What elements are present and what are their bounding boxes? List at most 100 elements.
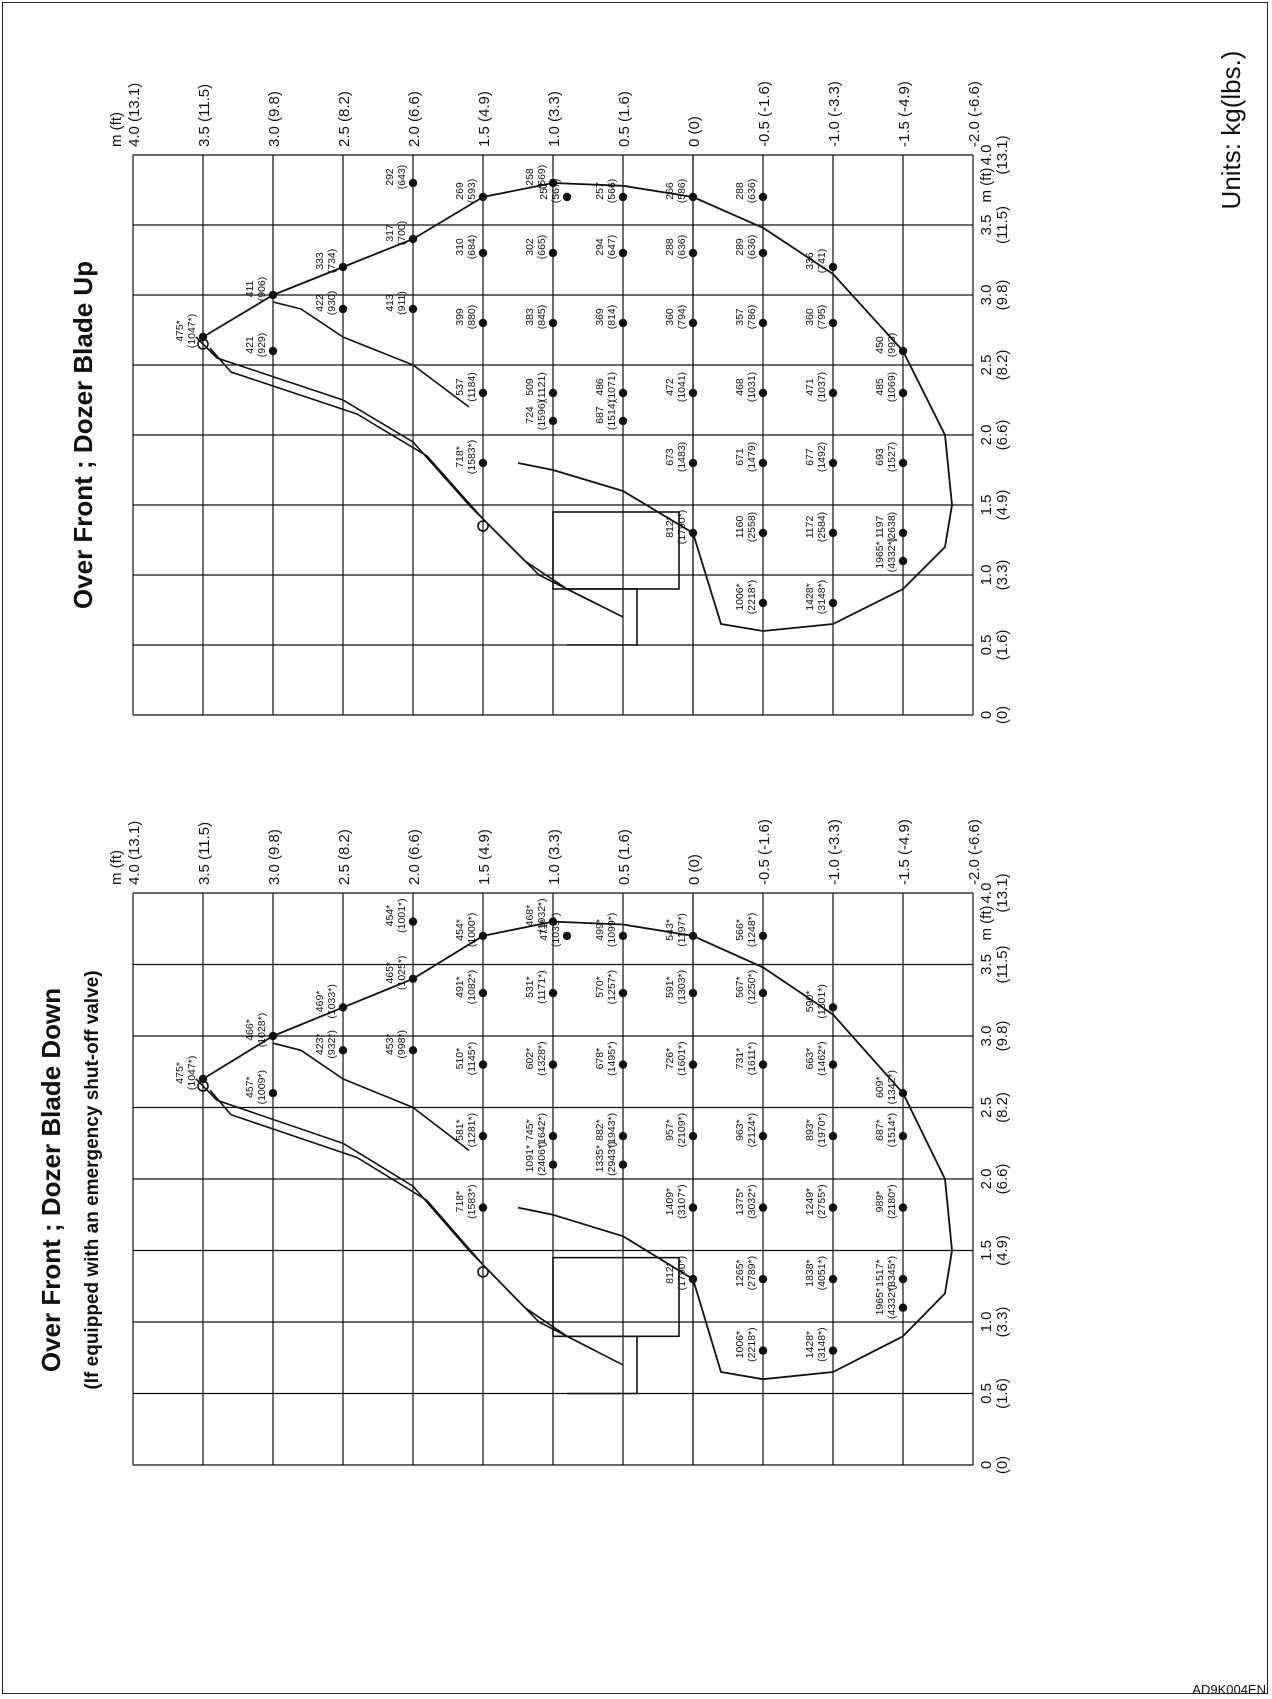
- load-value-kg: 718*: [454, 446, 466, 468]
- load-point-label: 454* (1001*): [384, 898, 408, 932]
- load-value-lbs: (643): [396, 165, 408, 190]
- load-point: [758, 598, 768, 608]
- inner-reach-curve: [272, 1042, 470, 1152]
- load-value-lbs: (2789*): [746, 1256, 758, 1290]
- height-tick: -1.0 (-3.3): [826, 81, 843, 147]
- height-tick-label: 2.5 (8.2): [336, 91, 353, 147]
- load-value-lbs: (1483): [676, 442, 688, 472]
- radius-tick-ft: (8.2): [994, 350, 1011, 381]
- load-point-label: 1265* (2789*): [734, 1256, 758, 1290]
- load-point-label: 609* (1342*): [874, 1070, 898, 1104]
- height-tick-label: 4.0 (13.1): [126, 821, 143, 885]
- load-point-label: 257 (566): [594, 179, 618, 204]
- load-point-label: 537 (1184): [454, 372, 478, 402]
- load-point-label: 590* (1301*): [804, 984, 828, 1018]
- height-tick: -1.5 (-4.9): [896, 819, 913, 885]
- load-point: [898, 1303, 908, 1312]
- load-value-kg: 454*: [384, 905, 396, 927]
- load-value-kg: 369: [594, 308, 606, 326]
- load-point: [618, 988, 628, 998]
- load-point: [408, 304, 418, 314]
- height-tick-label: 3.0 (9.8): [266, 91, 283, 147]
- load-value-kg: 333: [314, 252, 326, 270]
- load-value-kg: 590*: [804, 991, 816, 1013]
- radius-tick-ft: (1.6): [994, 630, 1011, 661]
- load-value-kg: 411: [244, 280, 256, 297]
- load-point-label: 472 (1041): [664, 372, 688, 402]
- load-point-label: 566* (1248*): [734, 913, 758, 947]
- load-point: [898, 1203, 908, 1212]
- radius-tick: 0.5 (1.6): [978, 630, 1011, 661]
- load-value-kg: 543*: [664, 919, 676, 941]
- load-value-kg: 475*: [174, 1062, 186, 1084]
- height-tick: 1.5 (4.9): [476, 829, 493, 885]
- radius-tick-m: 0: [978, 711, 995, 719]
- load-value-lbs: (2109*): [676, 1113, 688, 1147]
- load-point: [198, 332, 208, 342]
- blade-frame: [567, 1335, 638, 1395]
- load-point: [618, 192, 628, 202]
- load-point: [688, 988, 698, 998]
- radius-tick-m: 2.0: [978, 425, 995, 446]
- load-value-kg: 360: [664, 308, 676, 326]
- load-point: [758, 458, 768, 468]
- load-point: [758, 931, 768, 941]
- load-point: [548, 388, 558, 398]
- load-point-label: 1249* (2755*): [804, 1184, 828, 1218]
- load-value-kg: 491*: [454, 976, 466, 998]
- radius-tick: 0.5 (1.6): [978, 1378, 1011, 1409]
- load-value-kg: 731*: [734, 1048, 746, 1070]
- load-point-label: 466* (1028*): [244, 1013, 268, 1047]
- load-value-lbs: (2124*): [746, 1113, 758, 1147]
- radius-tick: 0 (0): [978, 1456, 1011, 1474]
- load-point: [688, 248, 698, 258]
- load-value-kg: 724: [524, 406, 536, 424]
- load-point-label: 1409* (3107*): [664, 1184, 688, 1218]
- load-value-lbs: (4051*): [816, 1256, 828, 1290]
- radius-tick: 1.0 (3.3): [978, 1307, 1011, 1338]
- load-point: [548, 1160, 558, 1169]
- load-value-lbs: (3148*): [816, 580, 828, 614]
- load-point-label: 266 (586): [664, 179, 688, 204]
- load-point: [758, 988, 768, 998]
- load-point-label: 1091* (2406*): [524, 1141, 548, 1175]
- load-point-label: 718* (1583*): [454, 440, 478, 474]
- radius-tick: 2.5 (8.2): [978, 1092, 1011, 1123]
- load-value-lbs: (1257*): [606, 970, 618, 1004]
- load-value-lbs: (1028*): [256, 1013, 268, 1047]
- load-point-label: 581* (1281*): [454, 1113, 478, 1147]
- load-point: [618, 318, 628, 328]
- load-point: [618, 1131, 628, 1141]
- load-point: [548, 318, 558, 328]
- height-tick: -1.0 (-3.3): [826, 819, 843, 885]
- load-point: [408, 1046, 418, 1055]
- load-point-label: 468 (1031): [734, 372, 758, 402]
- load-value-lbs: (1611*): [746, 1042, 758, 1076]
- load-value-lbs: (1248*): [746, 913, 758, 947]
- load-value-lbs: (1514*): [886, 1113, 898, 1147]
- load-value-kg: 266: [664, 182, 676, 200]
- load-value-lbs: (814): [606, 305, 618, 330]
- load-value-lbs: (665): [536, 235, 548, 260]
- load-point-label: 289 (636): [734, 235, 758, 260]
- load-value-kg: 989*: [874, 1191, 886, 1213]
- load-value-kg: 302: [524, 238, 536, 256]
- chart-dozer-blade-down: 4.0 (13.1) 3.5 (11.5) 3.0 (9.8) 2.5 (8.2) 2.…: [36, 819, 1011, 1474]
- boom-pivot: [477, 1266, 489, 1278]
- load-value-lbs: (2755*): [816, 1184, 828, 1218]
- load-point: [688, 1060, 698, 1069]
- load-value-lbs: (1099*): [606, 913, 618, 947]
- load-point-label: 1160 (2558): [734, 512, 758, 542]
- load-value-lbs: (1047*): [186, 314, 198, 348]
- load-point: [618, 1160, 628, 1169]
- load-point-label: 288 (636): [664, 235, 688, 260]
- load-value-kg: 1838*: [804, 1259, 816, 1286]
- radius-tick: 4.0 (13.1): [978, 873, 1011, 912]
- radius-tick-m: 3.0: [978, 1026, 995, 1047]
- load-point: [478, 1060, 488, 1069]
- chart-dozer-blade-up: 4.0 (13.1) 3.5 (11.5) 3.0 (9.8) 2.5 (8.2) 2.…: [68, 81, 1011, 724]
- load-value-lbs: (1047*): [186, 1056, 198, 1090]
- radius-tick-m: 1.5: [978, 495, 995, 516]
- load-value-lbs: (1301*): [816, 984, 828, 1018]
